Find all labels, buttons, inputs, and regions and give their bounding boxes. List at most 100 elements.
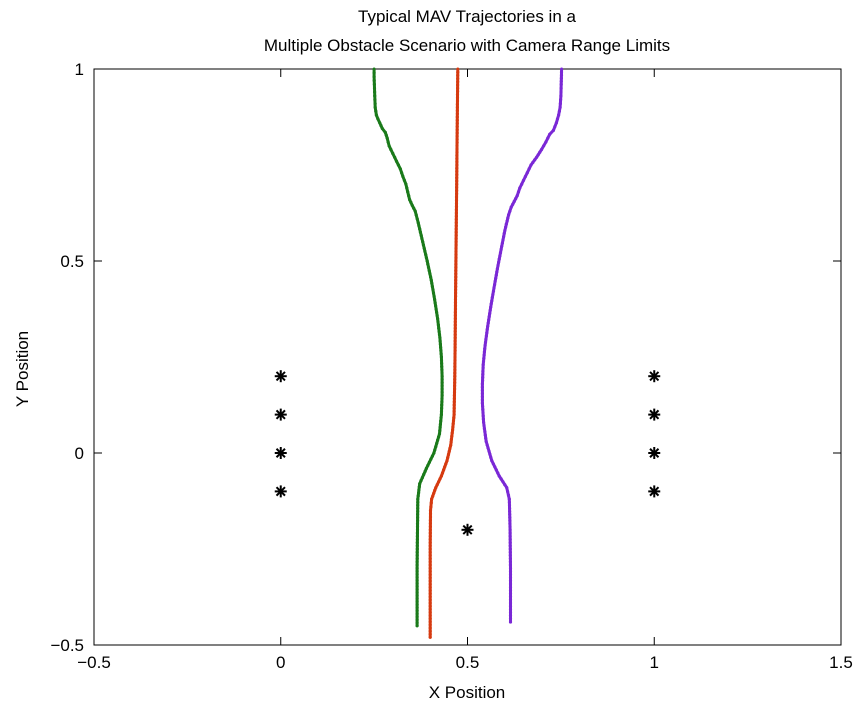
trajectory-point: [431, 291, 436, 295]
trajectory-point: [508, 547, 512, 551]
trajectory-point: [497, 474, 501, 478]
trajectory-point: [429, 275, 433, 279]
x-tick-label: 1.5: [829, 653, 853, 672]
trajectory-point: [493, 283, 497, 287]
trajectory-point: [446, 456, 450, 460]
trajectory-point: [481, 404, 485, 408]
trajectory-point: [453, 361, 457, 365]
trajectory-point: [386, 140, 390, 144]
trajectory-point: [453, 358, 457, 362]
trajectory-point: [415, 599, 419, 604]
trajectory-point: [437, 326, 441, 330]
trajectory-point: [440, 390, 444, 394]
trajectory-point: [485, 331, 489, 335]
trajectory-point: [499, 477, 503, 481]
trajectory-point: [538, 150, 542, 154]
trajectory-point: [489, 455, 493, 460]
trajectory-point: [437, 432, 442, 436]
trajectory-point: [455, 150, 459, 154]
trajectory-point: [430, 454, 434, 458]
trajectory-point: [559, 98, 563, 102]
trajectory-point: [557, 113, 561, 117]
trajectory-point: [440, 403, 444, 407]
trajectory-point: [455, 179, 459, 183]
trajectory-point: [415, 615, 419, 619]
trajectory-point: [416, 506, 420, 510]
trajectory-point: [488, 308, 492, 312]
trajectory-point: [455, 99, 460, 103]
trajectory-point: [415, 590, 419, 595]
trajectory-point: [508, 566, 513, 570]
trajectory-point: [521, 178, 526, 182]
trajectory-point: [419, 479, 423, 483]
y-tick-label: 0.5: [60, 252, 84, 271]
trajectory-point: [429, 457, 433, 461]
trajectory-point: [455, 128, 459, 132]
trajectory-point: [487, 449, 491, 453]
trajectory-point: [494, 273, 498, 277]
trajectory-point: [507, 213, 511, 217]
trajectory-point: [415, 587, 419, 592]
x-tick-label: 0.5: [456, 653, 480, 672]
trajectory-point: [454, 291, 458, 295]
trajectory-point: [439, 416, 443, 420]
trajectory-point: [428, 573, 432, 577]
trajectory-point: [373, 98, 377, 102]
trajectory-point: [454, 233, 458, 237]
trajectory-point: [415, 531, 419, 535]
trajectory-point: [455, 147, 459, 151]
trajectory-point: [432, 491, 436, 495]
trajectory-point: [481, 411, 485, 415]
trajectory-point: [455, 182, 459, 186]
trajectory-point: [454, 281, 458, 285]
trajectory-point: [429, 501, 433, 505]
trajectory-point: [482, 350, 486, 354]
trajectory-point: [428, 582, 432, 586]
trajectory-point: [455, 144, 459, 148]
trajectory-point: [439, 355, 443, 359]
trajectory-point: [508, 509, 512, 513]
trajectory-point: [453, 349, 457, 353]
trajectory-point: [483, 430, 487, 434]
trajectory-point: [416, 497, 420, 501]
trajectory-point: [454, 253, 458, 257]
trajectory-point: [455, 131, 459, 135]
trajectory-point: [415, 544, 419, 548]
trajectory-point: [481, 372, 485, 376]
trajectory-point: [437, 435, 441, 439]
trajectory-point: [439, 352, 443, 356]
trajectory-point: [488, 452, 492, 456]
trajectory-point: [401, 174, 405, 179]
trajectory-point: [454, 249, 458, 253]
trajectory-point: [481, 417, 485, 421]
trajectory-point: [430, 497, 434, 501]
trajectory-point: [553, 125, 557, 129]
trajectory-point: [439, 413, 443, 417]
trajectory-point: [491, 292, 495, 296]
trajectory-point: [440, 384, 444, 388]
trajectory-point: [454, 278, 458, 282]
trajectory-point: [555, 117, 560, 121]
trajectory-point: [438, 339, 442, 343]
trajectory-point: [415, 612, 419, 616]
trajectory-point: [452, 393, 456, 397]
trajectory-point: [389, 148, 393, 152]
trajectory-point: [454, 214, 458, 218]
trajectory-point: [503, 228, 507, 232]
trajectory-point: [438, 422, 442, 426]
trajectory-point: [480, 391, 484, 396]
x-tick-label: 0: [276, 653, 285, 672]
trajectory-point: [415, 537, 419, 542]
trajectory-point: [450, 434, 454, 438]
trajectory-point: [428, 620, 432, 624]
trajectory-point: [428, 592, 432, 596]
trajectory-point: [453, 377, 457, 381]
trajectory-point: [481, 375, 485, 380]
trajectory-point: [404, 182, 408, 186]
trajectory-point: [454, 294, 458, 298]
trajectory-point: [407, 194, 411, 198]
trajectory-point: [415, 581, 419, 586]
trajectory-point: [454, 256, 458, 260]
trajectory-point: [416, 519, 420, 523]
trajectory-point: [406, 190, 410, 194]
